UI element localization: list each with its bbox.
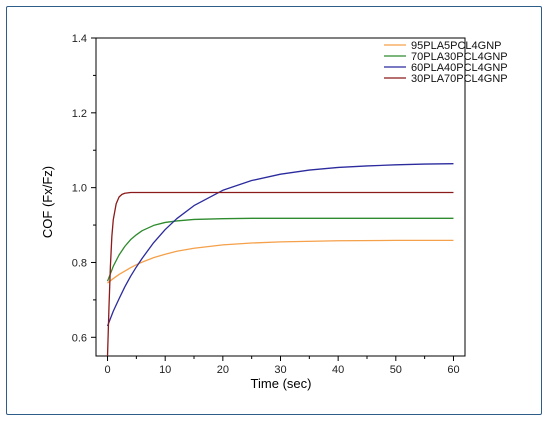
plot-area-border	[95, 37, 466, 357]
chart-frame	[6, 6, 542, 415]
x-tick-label: 10	[159, 364, 171, 376]
y-tick-label: 0.8	[72, 257, 87, 269]
y-axis-title: COF (Fx/Fz)	[40, 166, 55, 238]
series-line-30PLA70PCL4GNP	[106, 191, 454, 357]
y-tick-label: 0.6	[72, 332, 87, 344]
legend-label: 60PLA40PCL4GNP	[411, 62, 508, 74]
legend-label: 30PLA70PCL4GNP	[411, 73, 508, 85]
y-tick-label: 1.0	[72, 183, 87, 195]
y-tick-label: 1.2	[72, 108, 87, 120]
x-tick-label: 60	[447, 364, 459, 376]
x-axis-title: Time (sec)	[251, 376, 312, 391]
x-tick-label: 30	[274, 364, 286, 376]
legend-label: 70PLA30PCL4GNP	[411, 51, 508, 63]
x-tick-label: 20	[217, 364, 229, 376]
x-tick-label: 40	[332, 364, 344, 376]
legend: 95PLA5PCL4GNP70PLA30PCL4GNP60PLA40PCL4GN…	[384, 40, 508, 85]
series-line-70PLA30PCL4GNP	[106, 217, 454, 282]
series-layer	[106, 163, 454, 357]
y-tick-label: 1.4	[72, 33, 87, 45]
series-line-60PLA40PCL4GNP	[106, 163, 454, 327]
legend-label: 95PLA5PCL4GNP	[411, 40, 502, 52]
series-line-95PLA5PCL4GNP	[107, 239, 454, 284]
x-tick-label: 0	[104, 364, 110, 376]
x-tick-label: 50	[390, 364, 402, 376]
axes: 0 10 20 30 40 50 60 0.6 0.8 1.0 1.2 1.4	[72, 33, 466, 376]
